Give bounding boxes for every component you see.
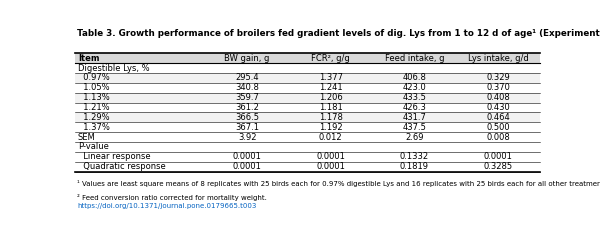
Text: 426.3: 426.3 (403, 103, 427, 112)
Text: 1.181: 1.181 (319, 103, 343, 112)
Text: Lys intake, g/d: Lys intake, g/d (468, 54, 529, 63)
Bar (75, 122, 540, 132)
Text: Feed intake, g: Feed intake, g (385, 54, 444, 63)
Text: 433.5: 433.5 (403, 93, 427, 102)
Text: 1.29%: 1.29% (78, 113, 109, 122)
Text: 1.178: 1.178 (319, 113, 343, 122)
Text: BW gain, g: BW gain, g (224, 54, 270, 63)
Text: 0.3285: 0.3285 (484, 162, 513, 171)
Text: FCR², g/g: FCR², g/g (311, 54, 350, 63)
Text: ² Feed conversion ratio corrected for mortality weight.: ² Feed conversion ratio corrected for mo… (77, 194, 267, 201)
Text: 1.192: 1.192 (319, 123, 343, 132)
Bar (75, 73, 540, 83)
Text: 0.430: 0.430 (486, 103, 510, 112)
Text: 423.0: 423.0 (403, 83, 427, 92)
Text: SEM: SEM (78, 133, 95, 142)
Text: 1.13%: 1.13% (78, 93, 110, 102)
Text: 1.21%: 1.21% (78, 103, 109, 112)
Text: 3.92: 3.92 (238, 133, 256, 142)
Text: 0.0001: 0.0001 (316, 162, 345, 171)
Text: 366.5: 366.5 (235, 113, 259, 122)
Text: 0.97%: 0.97% (78, 74, 110, 82)
Text: 1.37%: 1.37% (78, 123, 110, 132)
Text: Table 3. Growth performance of broilers fed gradient levels of dig. Lys from 1 t: Table 3. Growth performance of broilers … (77, 30, 600, 39)
Bar (75, 142, 540, 152)
Text: 0.408: 0.408 (486, 93, 510, 102)
Bar (75, 112, 540, 122)
Bar (75, 103, 540, 112)
Text: 437.5: 437.5 (403, 123, 427, 132)
Text: Linear response: Linear response (78, 152, 151, 161)
Text: 295.4: 295.4 (235, 74, 259, 82)
Bar (75, 93, 540, 103)
Bar (75, 132, 540, 142)
Text: Item: Item (78, 54, 99, 63)
Text: 340.8: 340.8 (235, 83, 259, 92)
Text: P-value: P-value (78, 142, 109, 151)
Text: 1.377: 1.377 (319, 74, 343, 82)
Text: 0.500: 0.500 (487, 123, 510, 132)
Text: 0.008: 0.008 (486, 133, 510, 142)
Text: 0.1332: 0.1332 (400, 152, 429, 161)
Text: 0.012: 0.012 (319, 133, 343, 142)
Text: 0.0001: 0.0001 (316, 152, 345, 161)
Text: 0.0001: 0.0001 (233, 152, 262, 161)
Text: 367.1: 367.1 (235, 123, 259, 132)
Bar (75, 83, 540, 93)
Text: Digestible Lys, %: Digestible Lys, % (78, 64, 149, 73)
Bar (75, 152, 540, 162)
Text: 359.7: 359.7 (235, 93, 259, 102)
Text: ¹ Values are least square means of 8 replicates with 25 birds each for 0.97% dig: ¹ Values are least square means of 8 rep… (77, 180, 600, 187)
Text: 406.8: 406.8 (403, 74, 427, 82)
Text: 1.241: 1.241 (319, 83, 343, 92)
Text: 1.206: 1.206 (319, 93, 343, 102)
Bar (75, 162, 540, 172)
Text: 0.0001: 0.0001 (484, 152, 512, 161)
Text: 0.329: 0.329 (486, 74, 510, 82)
Text: 0.0001: 0.0001 (233, 162, 262, 171)
Text: https://doi.org/10.1371/journal.pone.0179665.t003: https://doi.org/10.1371/journal.pone.017… (77, 203, 257, 209)
Text: 0.1819: 0.1819 (400, 162, 429, 171)
Text: 1.05%: 1.05% (78, 83, 109, 92)
Bar (75, 53, 540, 63)
Text: Quadratic response: Quadratic response (78, 162, 166, 171)
Text: 361.2: 361.2 (235, 103, 259, 112)
Text: 0.464: 0.464 (486, 113, 510, 122)
Bar (75, 63, 540, 73)
Text: 0.370: 0.370 (486, 83, 510, 92)
Text: 431.7: 431.7 (403, 113, 427, 122)
Text: 2.69: 2.69 (405, 133, 424, 142)
